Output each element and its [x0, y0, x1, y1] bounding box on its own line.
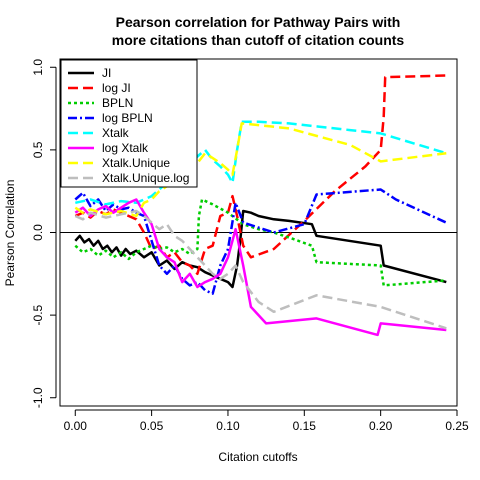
- y-tick-label: -1.0: [31, 387, 45, 408]
- y-axis-label: Pearson Correlation: [3, 180, 17, 287]
- legend-box: [60, 59, 198, 188]
- legend-label-1: log JI: [102, 81, 131, 95]
- plot-frame: [59, 58, 458, 407]
- y-tick-label: 0.0: [31, 224, 45, 241]
- series-line-0: [74, 209, 447, 289]
- x-tick-label: 0.10: [216, 419, 240, 433]
- series-line-5: [74, 198, 447, 337]
- legend-label-3: log BPLN: [102, 111, 153, 125]
- y-tick-label: -0.5: [31, 304, 45, 325]
- x-tick-label: 0.20: [369, 419, 393, 433]
- legend-label-6: Xtalk.Unique: [102, 156, 170, 170]
- x-tick-label: 0.05: [140, 419, 164, 433]
- legend-label-4: Xtalk: [102, 126, 130, 140]
- series-line-6: [74, 122, 447, 218]
- x-tick-label: 0.00: [64, 419, 88, 433]
- legend-label-0: JI: [102, 66, 111, 80]
- x-tick-label: 0.25: [445, 419, 469, 433]
- y-tick-label: 0.5: [31, 141, 45, 158]
- legend-label-5: log Xtalk: [102, 141, 149, 155]
- legend-label-2: BPLN: [102, 96, 133, 110]
- series-line-2: [74, 198, 447, 287]
- x-tick-label: 0.15: [293, 419, 317, 433]
- chart-title-line-2: more citations than cutoff of citation c…: [112, 32, 405, 48]
- series-line-7: [74, 209, 447, 330]
- legend-label-7: Xtalk.Unique.log: [102, 171, 189, 185]
- series-line-3: [74, 188, 447, 295]
- chart-title-line-1: Pearson correlation for Pathway Pairs wi…: [116, 14, 401, 30]
- y-tick-label: 1.0: [31, 59, 45, 76]
- x-axis-label: Citation cutoffs: [218, 450, 297, 464]
